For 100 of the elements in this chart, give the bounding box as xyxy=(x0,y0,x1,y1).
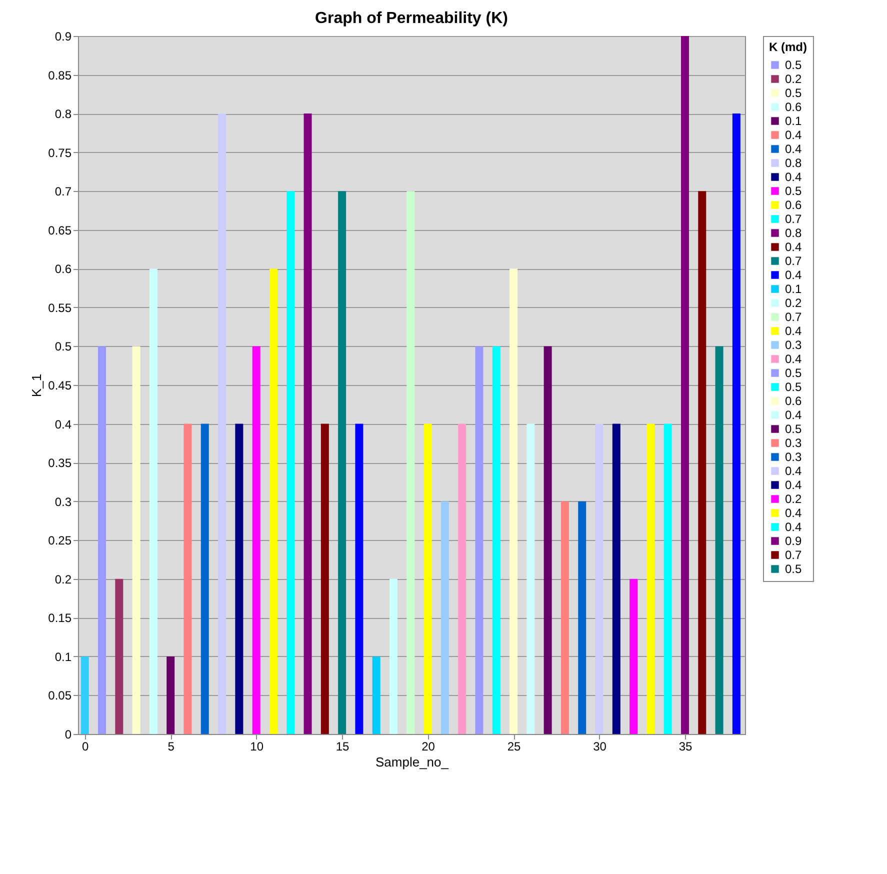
bar xyxy=(132,346,140,734)
legend-label: 0.4 xyxy=(785,128,802,142)
legend-title: K (md) xyxy=(769,40,807,54)
legend-label: 0.4 xyxy=(785,268,802,282)
legend-label: 0.5 xyxy=(785,86,802,100)
bar xyxy=(235,424,244,734)
bar xyxy=(389,578,398,734)
bar xyxy=(304,114,312,734)
y-axis-title: K_1 xyxy=(29,374,44,398)
x-axis-title: Sample_no_ xyxy=(376,754,450,770)
legend-label: 0.6 xyxy=(785,198,802,212)
y-tick-label: 0.3 xyxy=(54,494,72,509)
bar xyxy=(406,191,415,734)
y-tick-label: 0.2 xyxy=(54,572,72,586)
legend-label: 0.4 xyxy=(785,240,802,254)
legend-label: 0.4 xyxy=(785,352,802,366)
bar xyxy=(184,424,192,734)
bar xyxy=(80,656,89,734)
y-tick-label: 0.8 xyxy=(54,107,72,122)
legend-label: 0.7 xyxy=(785,548,802,562)
legend-label: 0.4 xyxy=(785,464,802,478)
legend-label: 0.2 xyxy=(785,492,802,506)
legend-label: 0.5 xyxy=(785,184,802,198)
bar xyxy=(218,114,226,734)
bar xyxy=(510,268,518,734)
bar xyxy=(149,268,158,734)
bar xyxy=(98,346,106,734)
bar xyxy=(526,424,535,734)
legend-label: 0.3 xyxy=(785,338,802,352)
bar xyxy=(338,191,346,734)
legend-label: 0.3 xyxy=(785,450,802,464)
bar xyxy=(252,346,260,734)
y-tick-label: 0.15 xyxy=(48,611,72,626)
y-tick-label: 0.55 xyxy=(48,300,72,315)
y-tick-label: 0.05 xyxy=(48,688,72,703)
bar xyxy=(646,424,655,734)
x-tick-label: 0 xyxy=(82,740,90,754)
y-tick-label: 0.45 xyxy=(48,378,72,392)
bar xyxy=(200,424,209,734)
y-tick-label: 0.65 xyxy=(48,223,72,238)
bar xyxy=(732,114,740,734)
legend-label: 0.8 xyxy=(785,156,802,170)
bar xyxy=(320,424,329,734)
legend-label: 0.9 xyxy=(785,534,802,548)
legend-label: 0.5 xyxy=(785,366,802,380)
legend-label: 0.6 xyxy=(785,394,802,408)
bar xyxy=(372,656,380,734)
bar xyxy=(458,424,466,734)
y-tick-label: 0.75 xyxy=(48,146,72,160)
y-tick-label: 0.25 xyxy=(48,534,72,548)
bar xyxy=(424,424,432,734)
y-tick-label: 0.7 xyxy=(54,184,72,199)
legend-label: 0.8 xyxy=(785,226,802,240)
bar xyxy=(269,268,278,734)
bar xyxy=(355,424,364,734)
bar xyxy=(166,656,175,734)
x-tick-label: 15 xyxy=(336,740,350,754)
bar xyxy=(595,424,604,734)
y-tick-label: 0.4 xyxy=(54,417,72,432)
legend-label: 0.2 xyxy=(785,72,802,86)
legend-label: 0.1 xyxy=(785,282,802,296)
bar xyxy=(664,424,672,734)
legend-label: 0.5 xyxy=(785,58,802,72)
bar xyxy=(544,346,552,734)
legend-label: 0.4 xyxy=(785,478,802,492)
y-tick-label: 0.85 xyxy=(48,68,72,82)
y-tick-label: 0.6 xyxy=(54,262,72,276)
x-tick-label: 20 xyxy=(422,740,436,754)
legend-label: 0.4 xyxy=(785,506,802,520)
bar xyxy=(286,191,295,734)
bar xyxy=(560,501,569,734)
bar xyxy=(440,501,449,734)
legend-label: 0.4 xyxy=(785,170,802,184)
legend-label: 0.5 xyxy=(785,380,802,394)
legend-label: 0.4 xyxy=(785,324,802,338)
x-tick-label: 10 xyxy=(250,740,264,754)
x-tick-label: 35 xyxy=(678,740,692,754)
legend-label: 0.1 xyxy=(785,114,802,128)
bar xyxy=(715,346,724,734)
chart-title: Graph of Permeability (K) xyxy=(315,10,508,27)
bar xyxy=(698,191,706,734)
legend-label: 0.5 xyxy=(785,422,802,436)
y-tick-label: 0 xyxy=(64,728,72,742)
bar xyxy=(630,578,638,734)
legend-label: 0.2 xyxy=(785,296,802,310)
x-tick-label: 25 xyxy=(507,740,522,754)
y-tick-label: 0.5 xyxy=(54,340,72,354)
bar xyxy=(680,36,689,734)
bar xyxy=(492,346,500,734)
x-tick-label: 30 xyxy=(593,740,607,754)
bar xyxy=(475,346,484,734)
x-tick-label: 5 xyxy=(168,740,175,754)
legend-label: 0.3 xyxy=(785,436,802,450)
legend-label: 0.7 xyxy=(785,310,802,324)
bar xyxy=(115,578,124,734)
legend-label: 0.4 xyxy=(785,142,802,156)
legend-label: 0.5 xyxy=(785,562,802,576)
legend-label: 0.7 xyxy=(785,254,802,268)
legend-label: 0.4 xyxy=(785,408,802,422)
legend-label: 0.6 xyxy=(785,100,802,114)
